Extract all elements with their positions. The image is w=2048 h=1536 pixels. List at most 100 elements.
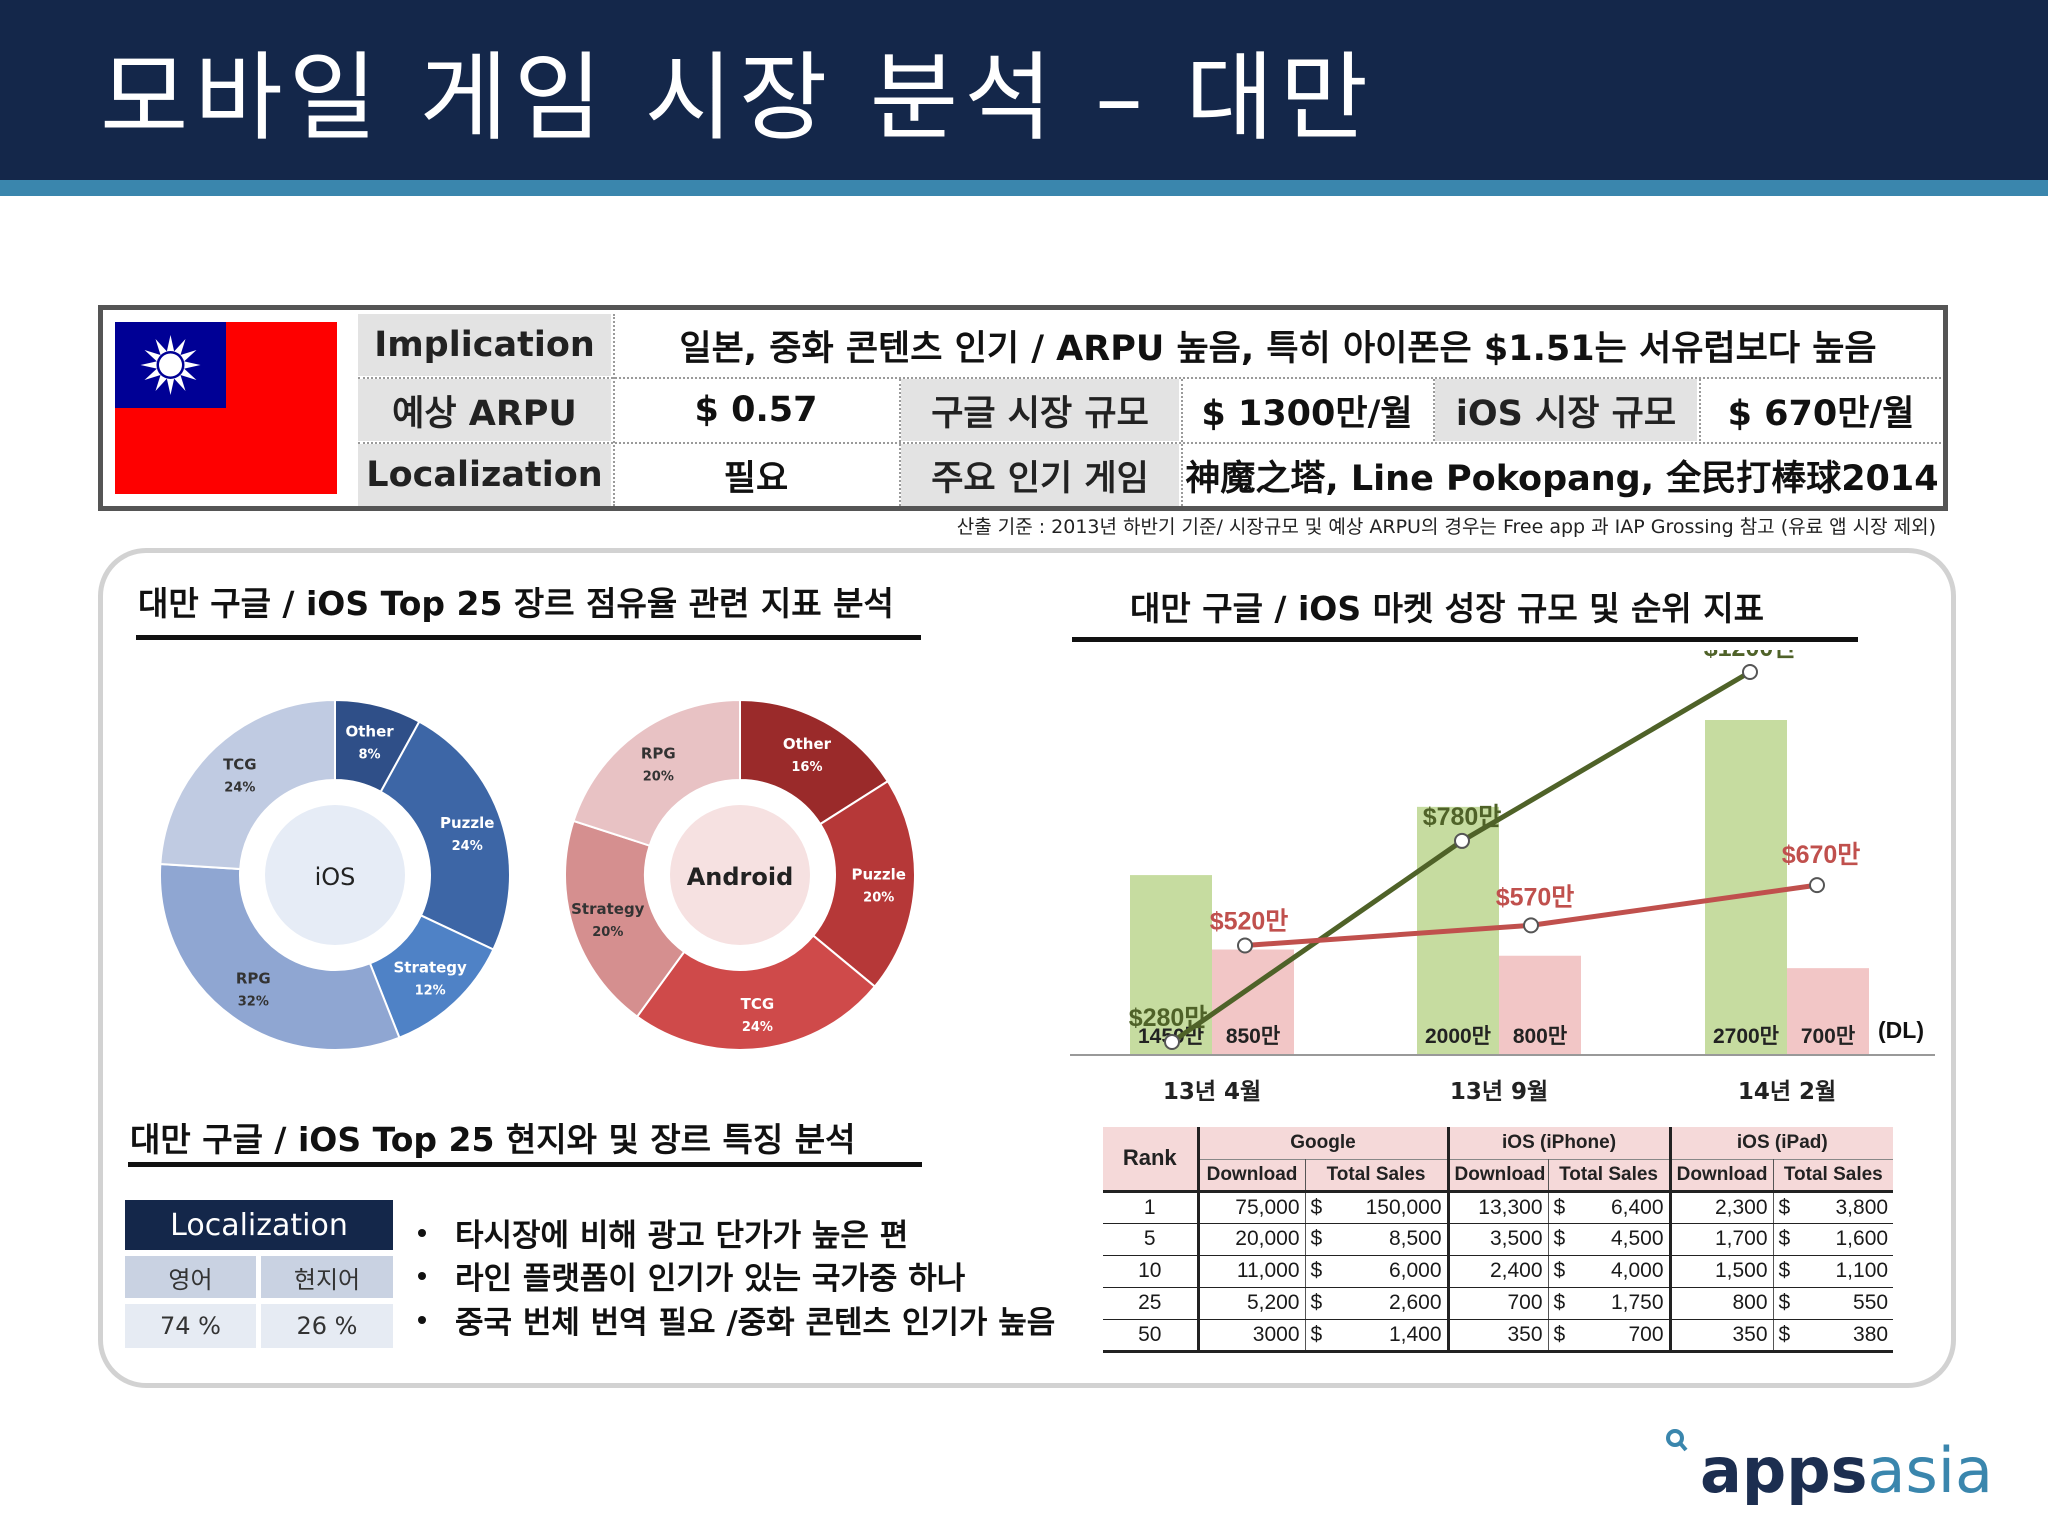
currency-cell: $: [1547, 1191, 1569, 1224]
google-download-bar: [1705, 720, 1787, 1055]
google-download-cell: 3000: [1196, 1319, 1305, 1353]
ios-download-bar: [1787, 968, 1869, 1055]
slice-value: 20%: [863, 891, 894, 906]
sales-label: $280만: [1129, 1004, 1208, 1032]
donut-slice-tcg: [635, 934, 877, 1051]
title-underline: [136, 635, 921, 640]
slice-value: 20%: [643, 770, 674, 785]
implication-value: 일본, 중화 콘텐츠 인기 / ARPU 높음, 특히 아이폰은 $1.51는 …: [615, 314, 1941, 376]
donut-center: [670, 805, 810, 945]
english-column-label: 영어: [125, 1256, 256, 1298]
bullet-icon: [418, 1229, 426, 1237]
download-header: Download: [1668, 1159, 1774, 1193]
ipad-sales-cell: 550: [1793, 1287, 1894, 1320]
implication-label: Implication: [358, 314, 611, 376]
slice-value: 24%: [452, 839, 483, 854]
ipad-download-cell: 350: [1668, 1319, 1774, 1353]
ipad-sales-cell: 3,800: [1793, 1191, 1894, 1224]
currency-cell: $: [1304, 1191, 1325, 1224]
arpu-value: $ 0.57: [615, 379, 897, 441]
category-label: 14년 2월: [1738, 1079, 1836, 1105]
sales-label: $670만: [1782, 841, 1861, 869]
rank-table: Rank Google iOS (iPhone) iOS (iPad) Down…: [1103, 1127, 1894, 1353]
slice-label: Puzzle: [440, 814, 494, 832]
rank-cell: 25: [1103, 1287, 1198, 1320]
line-point: [1742, 664, 1758, 680]
table-row: 5 20,000 $ 8,500 3,500 $ 4,500 1,700 $ 1…: [1103, 1223, 1894, 1256]
iphone-sales-cell: 4,500: [1568, 1223, 1671, 1256]
currency-cell: $: [1304, 1287, 1325, 1320]
table-row: 10 11,000 $ 6,000 2,400 $ 4,000 1,500 $ …: [1103, 1255, 1894, 1288]
white-sun-icon: [140, 335, 201, 395]
ios-download-bar: [1499, 955, 1581, 1055]
rank-cell: 1: [1103, 1191, 1198, 1224]
iphone-download-cell: 2,400: [1446, 1255, 1549, 1288]
download-header: Download: [1196, 1159, 1305, 1193]
slice-label: RPG: [236, 969, 271, 987]
page-title: 모바일 게임 시장 분석 – 대만: [100, 42, 1375, 154]
google-group-header: Google: [1196, 1127, 1449, 1159]
column-divider: [1699, 379, 1701, 441]
localization-value: 필요: [615, 444, 897, 506]
flag-image: [115, 322, 337, 494]
google-download-cell: 11,000: [1196, 1255, 1305, 1288]
table-row: 25 5,200 $ 2,600 700 $ 1,750 800 $ 550: [1103, 1287, 1894, 1320]
currency-cell: $: [1304, 1223, 1325, 1256]
slice-label: Strategy: [393, 958, 467, 976]
donut-slice-strategy: [564, 819, 686, 1018]
currency-cell: $: [1547, 1319, 1569, 1353]
line-point: [1237, 937, 1253, 954]
google-market-value: $ 1300만/월: [1183, 379, 1431, 441]
slice-label: Puzzle: [851, 866, 905, 884]
localization-label: Localization: [358, 444, 611, 506]
slice-value: 32%: [238, 994, 269, 1009]
rank-cell: 50: [1103, 1319, 1198, 1353]
slice-value: 20%: [592, 925, 623, 940]
donut-slice-tcg: [159, 698, 336, 871]
arpu-label: 예상 ARPU: [358, 379, 611, 441]
google-download-cell: 20,000: [1196, 1223, 1305, 1256]
logo-text-asia: asia: [1868, 1434, 1994, 1507]
slice-label: Other: [345, 722, 394, 740]
currency-cell: $: [1547, 1287, 1569, 1320]
google-sales-cell: 6,000: [1325, 1255, 1449, 1288]
sales-label: $520만: [1210, 907, 1289, 935]
logo-mark-icon: [1666, 1429, 1684, 1447]
google-download-cell: 5,200: [1196, 1287, 1305, 1320]
logo-text: appsasia: [1700, 1434, 1993, 1507]
row-divider: [358, 377, 1941, 379]
column-divider: [1181, 379, 1183, 506]
ios-download-label: 850만: [1226, 1025, 1280, 1048]
market-growth-title: 대만 구글 / iOS 마켓 성장 규모 및 순위 지표: [1130, 589, 1764, 628]
slice-label: Strategy: [571, 900, 645, 918]
localization-header: Localization: [125, 1200, 393, 1250]
title-underline: [1072, 637, 1858, 642]
bullet-icon: [418, 1316, 426, 1324]
local-language-column-label: 현지어: [261, 1256, 393, 1298]
line-point: [1523, 917, 1539, 934]
ipad-group-header: iOS (iPad): [1668, 1127, 1894, 1159]
donut-slice-puzzle: [379, 720, 511, 951]
column-divider: [613, 314, 615, 506]
slice-value: 12%: [415, 983, 446, 998]
ios-download-label: 800만: [1513, 1025, 1567, 1048]
sales-label: $1200만: [1704, 650, 1797, 662]
category-label: 13년 4월: [1163, 1079, 1261, 1105]
google-sales-cell: 150,000: [1325, 1191, 1449, 1224]
iphone-download-cell: 700: [1446, 1287, 1549, 1320]
feature-bullet: 중국 번체 번역 필요 /중화 콘텐츠 인기가 높음: [455, 1305, 1056, 1341]
english-share-value: 74 %: [125, 1304, 256, 1348]
feature-bullet: 라인 플랫폼이 인기가 있는 국가중 하나: [455, 1261, 966, 1297]
ios-market-value: $ 670만/월: [1701, 379, 1941, 441]
ipad-sales-cell: 1,600: [1793, 1223, 1894, 1256]
ios-download-label: 700만: [1801, 1025, 1855, 1048]
google-sales-cell: 8,500: [1325, 1223, 1449, 1256]
currency-cell: $: [1772, 1287, 1794, 1320]
sales-label: $780만: [1423, 803, 1502, 831]
currency-cell: $: [1772, 1319, 1794, 1353]
line-point: [1164, 1034, 1180, 1050]
iphone-sales-cell: 4,000: [1568, 1255, 1671, 1288]
google-download-cell: 75,000: [1196, 1191, 1305, 1224]
footnote: 산출 기준 : 2013년 하반기 기준/ 시장규모 및 예상 ARPU의 경우…: [956, 516, 1936, 538]
donut-slice-puzzle: [811, 779, 916, 988]
